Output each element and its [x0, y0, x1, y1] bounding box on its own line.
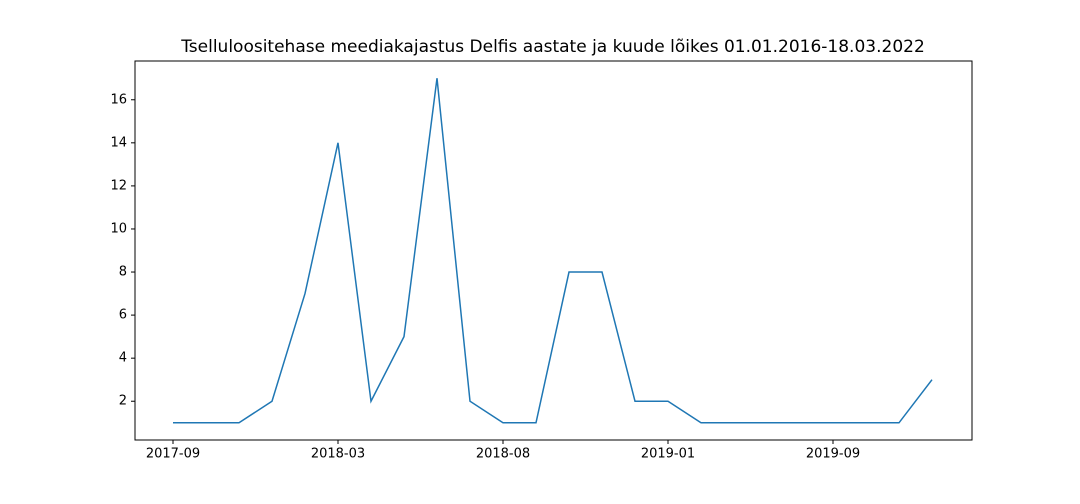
x-tick-label: 2019-01 [641, 447, 695, 462]
y-tick-label: 4 [119, 351, 127, 366]
x-tick-label: 2017-09 [146, 447, 200, 462]
y-tick-label: 8 [119, 265, 127, 280]
y-tick-label: 6 [119, 308, 127, 323]
data-line [173, 78, 933, 424]
x-tick-label: 2019-09 [806, 447, 860, 462]
y-tick-label: 16 [110, 92, 127, 107]
x-tick-label: 2018-08 [476, 447, 530, 462]
y-tick-label: 14 [110, 135, 127, 150]
chart-title: Tselluloositehase meediakajastus Delfis … [180, 37, 925, 57]
x-tick-label: 2018-03 [311, 447, 365, 462]
y-tick-label: 10 [110, 221, 127, 236]
y-tick-label: 12 [110, 178, 127, 193]
plot-frame [134, 60, 973, 441]
y-tick-label: 2 [119, 394, 127, 409]
